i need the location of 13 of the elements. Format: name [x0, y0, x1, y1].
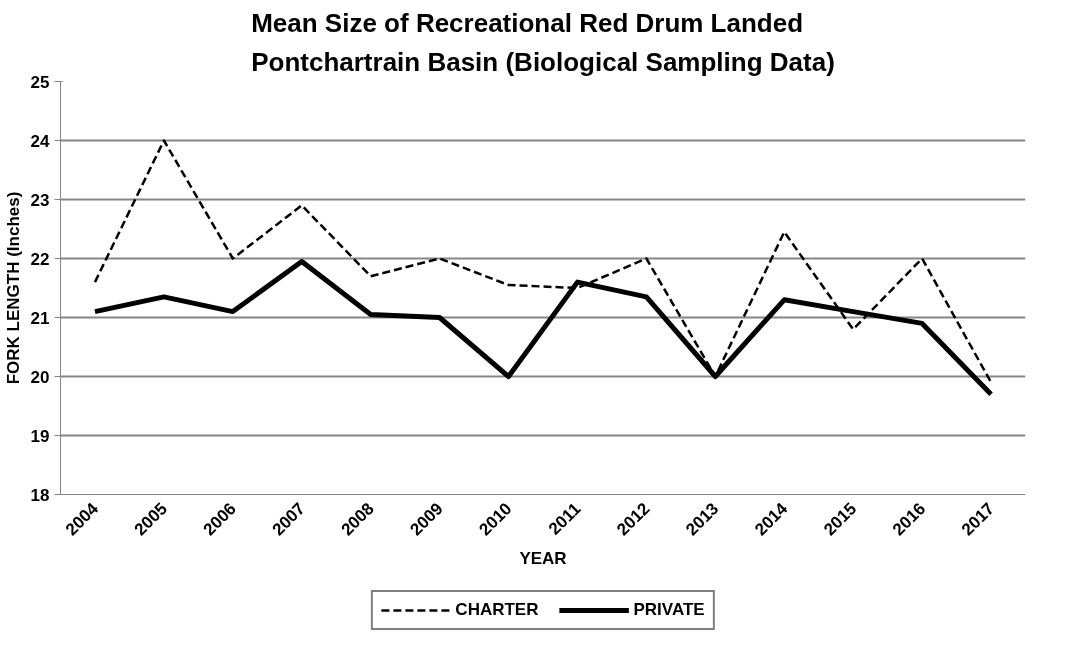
- y-tick-label: 23: [30, 190, 50, 210]
- y-tick-label: 24: [30, 131, 51, 151]
- y-tick-label: 20: [30, 367, 50, 387]
- y-axis-title: FORK LENGTH (Inches): [3, 191, 23, 385]
- x-axis-title: YEAR: [519, 548, 567, 568]
- y-tick-label: 25: [30, 72, 50, 92]
- legend-label: PRIVATE: [633, 600, 705, 620]
- y-tick-label: 19: [30, 426, 50, 446]
- y-tick-label: 22: [30, 249, 50, 269]
- y-tick-label: 18: [30, 485, 50, 505]
- legend-label: CHARTER: [455, 600, 539, 620]
- y-tick-label: 21: [30, 308, 50, 328]
- chart-title: Mean Size of Recreational Red Drum Landed Pontchartrain Basin (Biological Sampling Data): [251, 7, 835, 77]
